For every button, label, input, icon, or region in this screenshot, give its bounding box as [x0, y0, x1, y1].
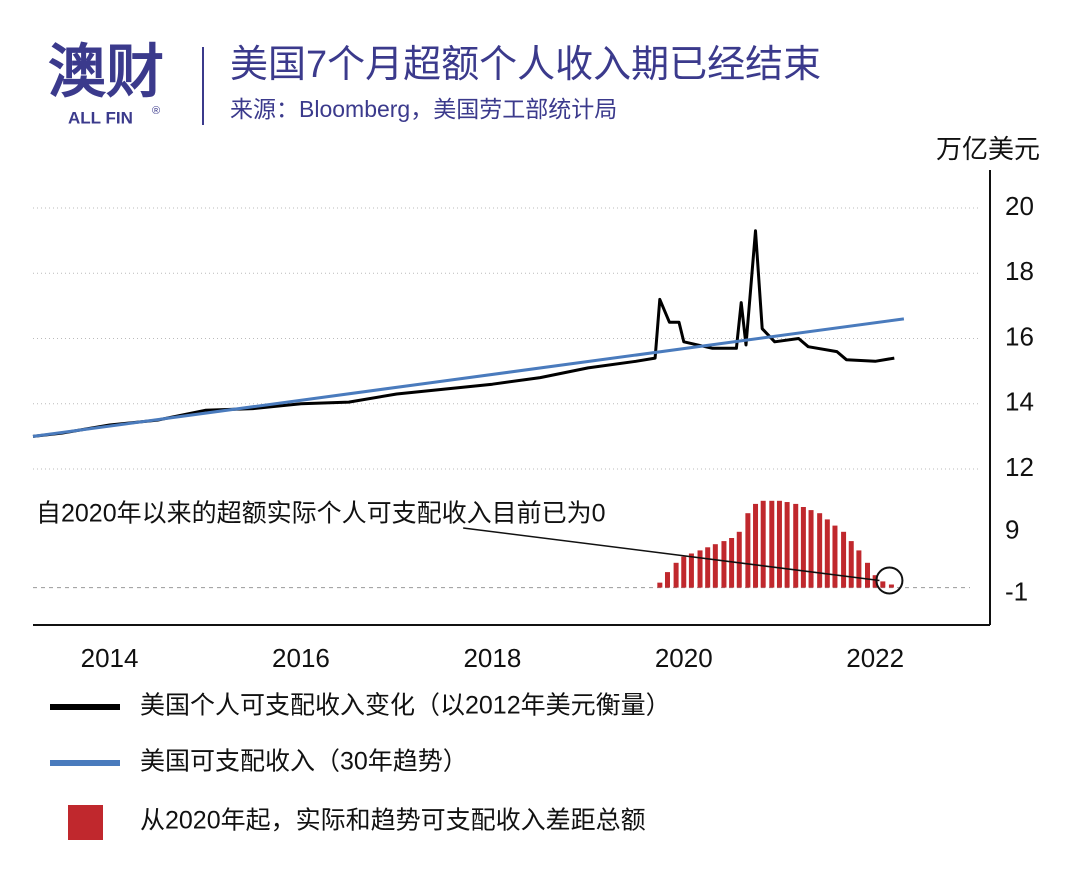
- x-tick-label: 2016: [272, 643, 330, 673]
- bar: [681, 556, 687, 588]
- bar: [657, 582, 663, 588]
- bar: [865, 562, 871, 588]
- y-unit: 万亿美元: [936, 134, 1040, 164]
- y-tick-label: 20: [1005, 191, 1034, 221]
- y-tick-label: -1: [1005, 577, 1028, 607]
- annotation: 自2020年以来的超额实际个人可支配收入目前已为0: [36, 500, 606, 528]
- bar: [705, 547, 711, 588]
- bar: [848, 541, 854, 588]
- bar: [753, 503, 759, 588]
- bar: [729, 538, 735, 588]
- bar: [832, 525, 838, 588]
- bar: [841, 531, 847, 588]
- title: 美国7个月超额个人收入期已经结束: [230, 44, 821, 86]
- bar: [769, 500, 775, 588]
- logo-mark: ®: [152, 105, 160, 117]
- source: 来源：Bloomberg，美国劳工部统计局: [230, 96, 617, 122]
- bar: [808, 510, 814, 588]
- y-tick-label: 18: [1005, 256, 1034, 286]
- x-tick-label: 2020: [655, 643, 713, 673]
- bar: [721, 541, 727, 588]
- x-tick-label: 2014: [81, 643, 139, 673]
- bar: [793, 503, 799, 588]
- bar: [888, 584, 894, 588]
- legend-swatch: [68, 805, 103, 840]
- bar: [880, 581, 886, 588]
- legend-label: 从2020年起，实际和趋势可支配收入差距总额: [140, 807, 646, 835]
- annotation-circle: [875, 566, 904, 595]
- bar: [712, 544, 718, 588]
- bar: [688, 553, 694, 588]
- annotation-line: [463, 527, 880, 582]
- y-tick-label: 14: [1005, 387, 1034, 417]
- bar: [760, 500, 766, 588]
- y-tick-label: 9: [1005, 515, 1019, 545]
- bar: [776, 500, 782, 588]
- bar: [784, 502, 790, 588]
- bar: [697, 550, 703, 588]
- x-tick-label: 2022: [846, 643, 904, 673]
- bar: [856, 550, 862, 588]
- bar: [800, 507, 806, 588]
- bar: [673, 562, 679, 588]
- x-tick-label: 2018: [463, 643, 521, 673]
- bar: [817, 513, 823, 588]
- legend-label: 美国个人可支配收入变化（以2012年美元衡量）: [140, 692, 671, 720]
- bar: [872, 575, 878, 588]
- legend-label: 美国可支配收入（30年趋势）: [140, 748, 468, 776]
- logo: 澳财: [48, 39, 164, 104]
- bar: [664, 572, 670, 588]
- data-line: [32, 317, 905, 438]
- bar: [824, 519, 830, 588]
- bar: [736, 531, 742, 588]
- y-tick-label: 16: [1005, 321, 1034, 351]
- bar: [745, 513, 751, 588]
- y-tick-label: 12: [1005, 452, 1034, 482]
- data-line: [32, 229, 895, 438]
- logo-sub: ALL FIN: [68, 108, 133, 127]
